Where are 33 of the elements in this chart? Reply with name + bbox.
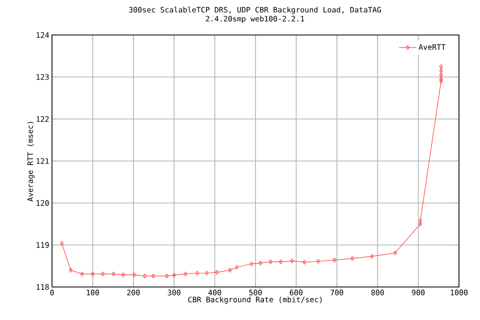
point xyxy=(101,272,105,276)
point xyxy=(439,72,443,78)
point xyxy=(418,222,422,226)
point xyxy=(80,272,84,276)
point xyxy=(172,272,176,278)
point xyxy=(290,258,294,264)
point xyxy=(350,256,354,261)
point xyxy=(121,272,126,278)
point xyxy=(316,259,320,264)
point xyxy=(152,274,156,278)
point xyxy=(234,264,239,270)
point xyxy=(268,259,272,264)
point xyxy=(184,272,188,276)
point xyxy=(393,250,397,256)
point xyxy=(250,262,254,266)
point xyxy=(196,270,200,276)
point xyxy=(68,268,73,272)
point xyxy=(204,270,208,276)
point xyxy=(132,272,136,278)
point xyxy=(439,76,443,82)
point xyxy=(258,260,262,266)
point xyxy=(90,272,95,276)
point xyxy=(370,254,374,259)
point xyxy=(439,78,443,84)
point xyxy=(215,270,219,275)
point xyxy=(278,259,283,264)
point xyxy=(332,258,336,262)
point xyxy=(164,274,169,278)
point xyxy=(418,218,422,223)
point xyxy=(228,268,232,272)
point xyxy=(143,274,147,278)
point xyxy=(302,260,306,265)
point xyxy=(112,272,116,276)
